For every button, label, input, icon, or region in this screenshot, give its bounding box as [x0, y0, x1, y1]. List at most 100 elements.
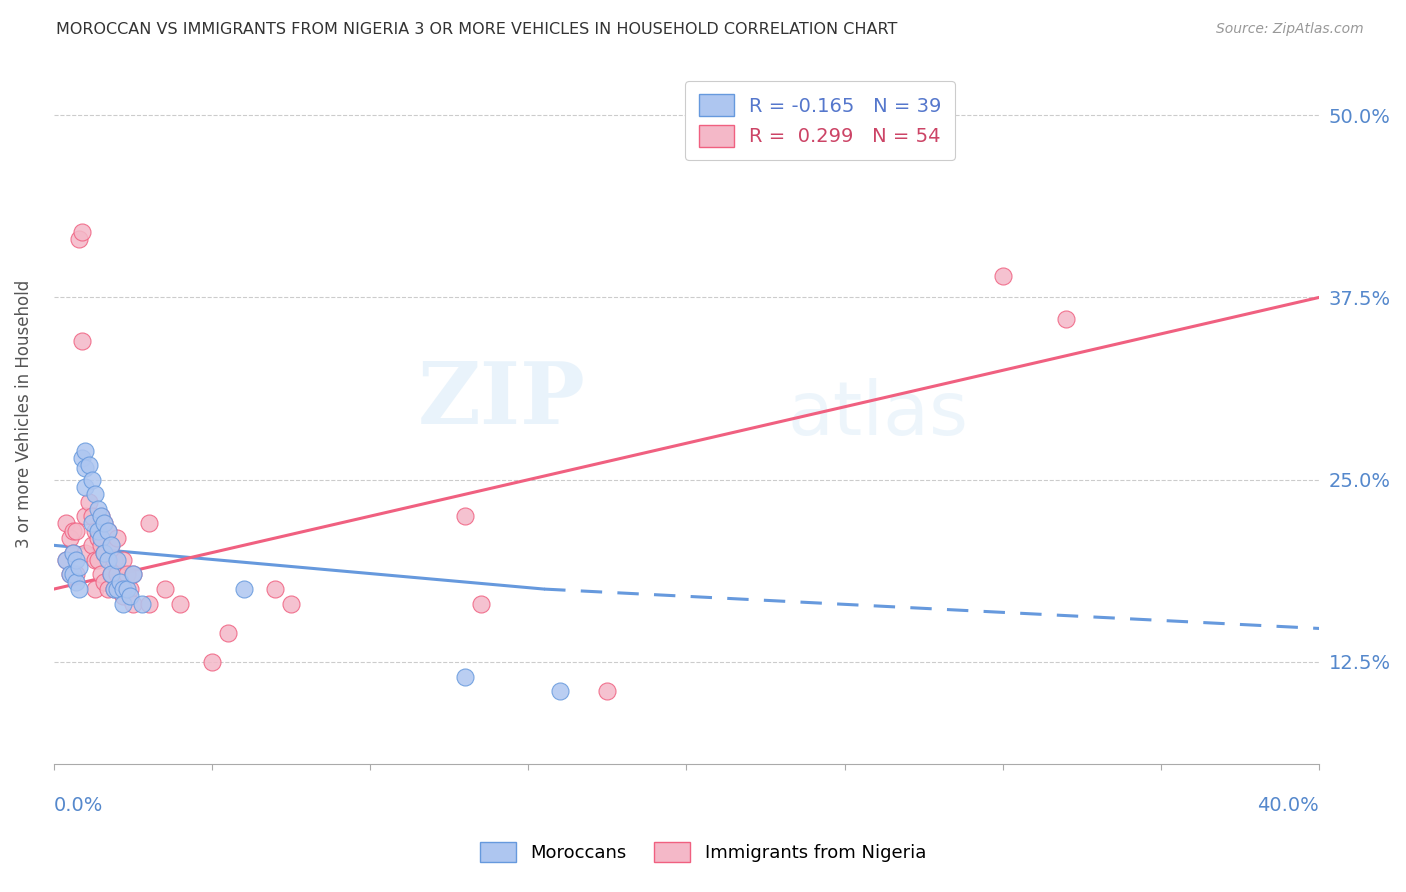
Point [59, 567, 82, 582]
Point [118, 582, 141, 596]
Point [112, 582, 135, 596]
Text: Source: ZipAtlas.com: Source: ZipAtlas.com [1216, 22, 1364, 37]
Point [97, 524, 120, 538]
Point [138, 597, 160, 611]
Point [87, 501, 110, 516]
Text: atlas: atlas [787, 377, 969, 450]
Point [201, 655, 224, 669]
Point [80, 473, 103, 487]
Point [67, 560, 90, 574]
Point [115, 567, 138, 582]
Point [103, 553, 125, 567]
Point [55, 553, 77, 567]
Point [122, 597, 145, 611]
Point [112, 590, 135, 604]
Point [112, 553, 135, 567]
Point [62, 524, 84, 538]
Legend: Moroccans, Immigrants from Nigeria: Moroccans, Immigrants from Nigeria [472, 835, 934, 870]
Point [93, 546, 115, 560]
Y-axis label: 3 or more Vehicles in Household: 3 or more Vehicles in Household [15, 280, 32, 549]
Point [59, 531, 82, 545]
Point [75, 443, 97, 458]
Point [100, 538, 122, 552]
Point [62, 546, 84, 560]
Point [90, 531, 112, 545]
Point [122, 567, 145, 582]
Point [90, 509, 112, 524]
Point [596, 684, 619, 698]
Point [454, 669, 477, 683]
Point [75, 461, 97, 475]
Point [72, 450, 94, 465]
Point [93, 516, 115, 531]
Point [75, 509, 97, 524]
Point [112, 597, 135, 611]
Point [55, 516, 77, 531]
Point [118, 590, 141, 604]
Point [100, 567, 122, 582]
Text: 0.0%: 0.0% [53, 797, 103, 815]
Point [100, 538, 122, 552]
Point [65, 567, 87, 582]
Point [97, 582, 120, 596]
Text: MOROCCAN VS IMMIGRANTS FROM NIGERIA 3 OR MORE VEHICLES IN HOUSEHOLD CORRELATION : MOROCCAN VS IMMIGRANTS FROM NIGERIA 3 OR… [56, 22, 897, 37]
Point [280, 597, 302, 611]
Point [90, 509, 112, 524]
Point [84, 582, 107, 596]
Point [77, 494, 100, 508]
Point [65, 574, 87, 589]
Point [169, 597, 191, 611]
Point [90, 538, 112, 552]
Point [131, 597, 153, 611]
Point [87, 553, 110, 567]
Point [80, 516, 103, 531]
Point [93, 516, 115, 531]
Point [454, 509, 477, 524]
Point [232, 582, 254, 596]
Point [87, 531, 110, 545]
Point [75, 546, 97, 560]
Point [80, 538, 103, 552]
Point [97, 553, 120, 567]
Point [84, 524, 107, 538]
Point [103, 582, 125, 596]
Point [264, 582, 287, 596]
Point [103, 582, 125, 596]
Point [65, 524, 87, 538]
Point [115, 582, 138, 596]
Point [72, 225, 94, 239]
Point [62, 567, 84, 582]
Point [62, 546, 84, 560]
Point [75, 480, 97, 494]
Point [153, 582, 176, 596]
Legend: R = -0.165   N = 39, R =  0.299   N = 54: R = -0.165 N = 39, R = 0.299 N = 54 [685, 81, 955, 161]
Point [110, 582, 132, 596]
Point [110, 574, 132, 589]
Point [217, 625, 239, 640]
Point [90, 567, 112, 582]
Point [97, 524, 120, 538]
Point [59, 567, 82, 582]
Point [84, 553, 107, 567]
Point [87, 524, 110, 538]
Point [72, 334, 94, 348]
Point [67, 232, 90, 246]
Point [1054, 312, 1077, 326]
Point [105, 582, 128, 596]
Point [122, 567, 145, 582]
Point [77, 458, 100, 472]
Text: 40.0%: 40.0% [1257, 797, 1319, 815]
Point [548, 684, 571, 698]
Point [67, 582, 90, 596]
Point [93, 546, 115, 560]
Text: ZIP: ZIP [418, 358, 585, 442]
Point [105, 531, 128, 545]
Point [105, 567, 128, 582]
Point [84, 487, 107, 501]
Point [138, 516, 160, 531]
Point [93, 574, 115, 589]
Point [80, 509, 103, 524]
Point [470, 597, 492, 611]
Point [105, 553, 128, 567]
Point [100, 567, 122, 582]
